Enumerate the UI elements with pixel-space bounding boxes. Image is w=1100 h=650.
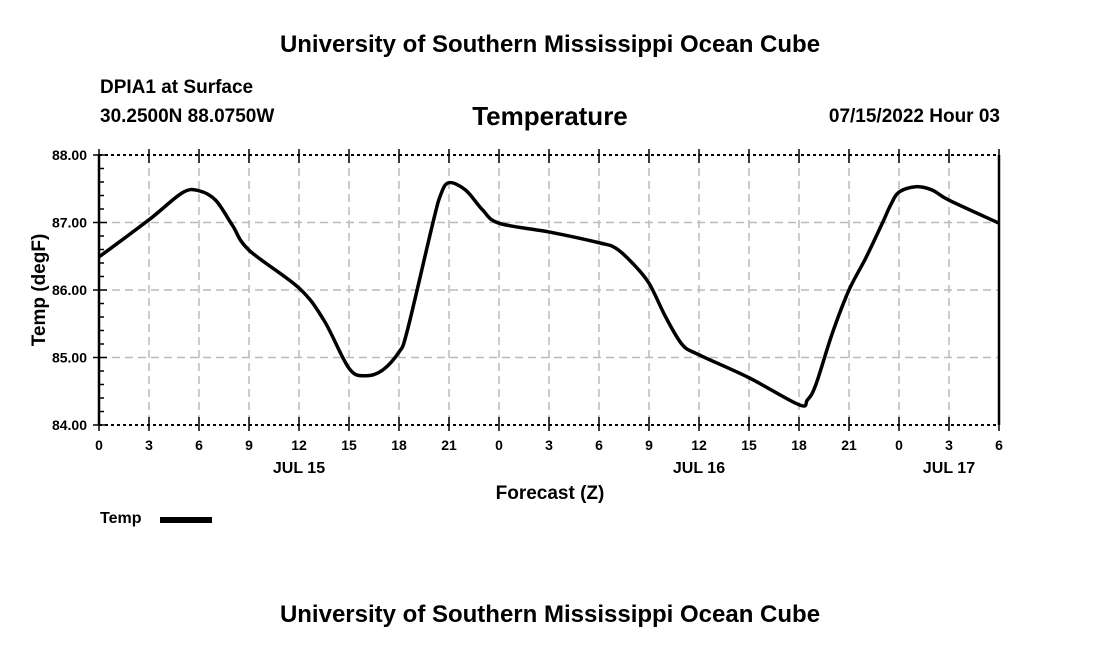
date-label: JUL 15 (273, 460, 325, 477)
x-tick-label: 9 (245, 437, 253, 453)
x-tick-label: 15 (741, 437, 757, 453)
x-tick-label: 12 (691, 437, 707, 453)
x-tick-label: 6 (595, 437, 603, 453)
legend-line-swatch (160, 517, 212, 523)
x-tick-label: 6 (195, 437, 203, 453)
footer-title: University of Southern Mississippi Ocean… (279, 601, 821, 628)
coords-label: 30.2500N 88.0750W (100, 106, 275, 127)
datetime-label: 07/15/2022 Hour 03 (828, 106, 1000, 127)
temp-series-line (97, 180, 1000, 408)
x-tick-label: 18 (791, 437, 807, 453)
x-tick-label: 6 (995, 437, 1003, 453)
x-tick-label: 15 (341, 437, 357, 453)
x-tick-label: 3 (945, 437, 953, 453)
x-tick-label: 3 (545, 437, 553, 453)
y-tick-label: 85.00 (52, 350, 87, 366)
x-tick-label: 0 (95, 437, 103, 453)
x-tick-label: 3 (145, 437, 153, 453)
x-axis-label: Forecast (Z) (495, 483, 605, 504)
y-tick-label: 87.00 (52, 215, 87, 231)
x-tick-label: 9 (645, 437, 653, 453)
x-tick-label: 12 (291, 437, 307, 453)
chart-title: Temperature (472, 101, 628, 131)
x-tick-label: 21 (841, 437, 857, 453)
x-tick-label: 21 (441, 437, 457, 453)
x-tick-label: 0 (895, 437, 903, 453)
page-title: University of Southern Mississippi Ocean… (279, 31, 821, 58)
y-tick-label: 86.00 (52, 282, 87, 298)
x-tick-label: 0 (495, 437, 503, 453)
y-axis-label: Temp (degF) (29, 233, 50, 347)
station-label: DPIA1 at Surface (100, 77, 254, 98)
date-label: JUL 17 (923, 460, 975, 477)
legend-label: Temp (100, 510, 142, 527)
date-label: JUL 16 (673, 460, 725, 477)
y-tick-label: 84.00 (52, 417, 87, 433)
x-tick-label: 18 (391, 437, 407, 453)
y-tick-label: 88.00 (52, 147, 87, 163)
